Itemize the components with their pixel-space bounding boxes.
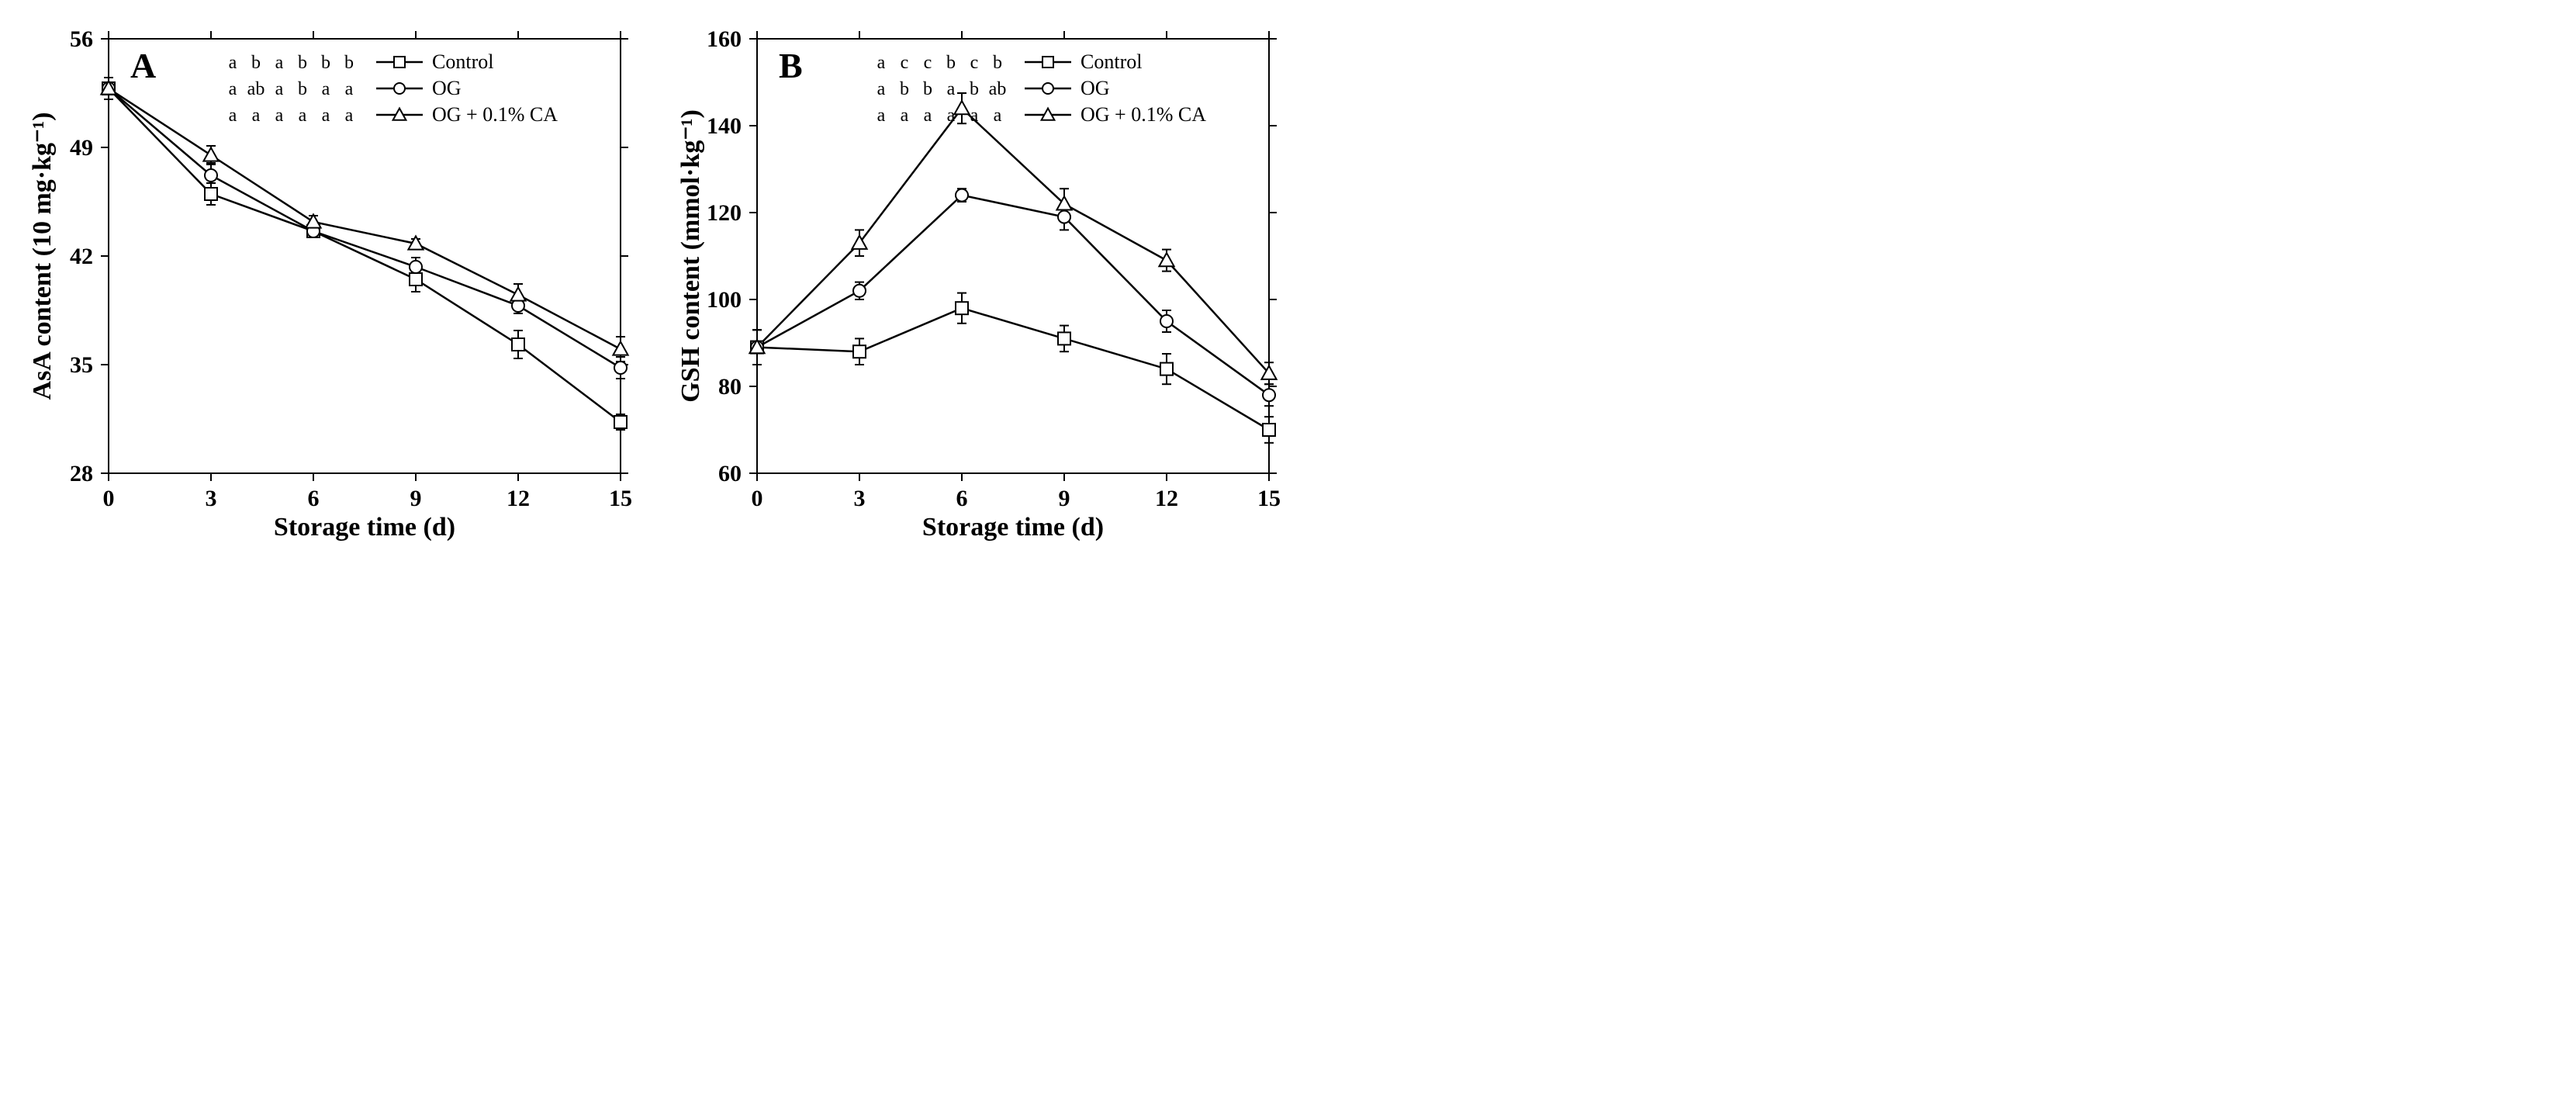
svg-text:a: a xyxy=(877,53,886,73)
svg-text:b: b xyxy=(321,53,330,73)
svg-text:Storage time (d): Storage time (d) xyxy=(274,513,455,542)
svg-text:3: 3 xyxy=(206,486,217,511)
svg-text:15: 15 xyxy=(1257,486,1281,511)
svg-text:9: 9 xyxy=(1059,486,1070,511)
svg-text:15: 15 xyxy=(609,486,632,511)
svg-text:b: b xyxy=(946,53,956,73)
svg-text:a: a xyxy=(229,79,237,99)
svg-text:A: A xyxy=(130,46,156,85)
svg-text:Storage time (d): Storage time (d) xyxy=(922,513,1104,542)
svg-text:OG + 0.1% CA: OG + 0.1% CA xyxy=(1081,103,1206,126)
svg-text:9: 9 xyxy=(410,486,422,511)
svg-text:a: a xyxy=(229,53,237,73)
svg-text:b: b xyxy=(298,79,307,99)
svg-text:a: a xyxy=(970,106,979,126)
svg-text:Control: Control xyxy=(432,50,493,73)
svg-text:c: c xyxy=(970,53,979,73)
svg-text:160: 160 xyxy=(707,26,742,52)
svg-text:a: a xyxy=(275,53,284,73)
svg-text:B: B xyxy=(779,46,803,85)
svg-text:80: 80 xyxy=(718,374,742,400)
svg-text:OG: OG xyxy=(1081,77,1110,99)
panel-A: 0 3 6 9 12 15 28 35 42 49 56 Storage time (d) AsA co… xyxy=(23,16,644,559)
svg-text:42: 42 xyxy=(70,244,93,269)
svg-text:140: 140 xyxy=(707,113,742,139)
panel-B: 0 3 6 9 12 15 60 80 100 120 140 160 Storage time (d)… xyxy=(672,16,1292,559)
svg-text:a: a xyxy=(901,106,909,126)
svg-text:OG + 0.1% CA: OG + 0.1% CA xyxy=(432,103,558,126)
svg-text:a: a xyxy=(322,106,330,126)
svg-text:100: 100 xyxy=(707,287,742,313)
figure-wrap: 0 3 6 9 12 15 28 35 42 49 56 Storage time (d) AsA co… xyxy=(0,0,2576,574)
svg-text:a: a xyxy=(924,106,932,126)
svg-text:OG: OG xyxy=(432,77,462,99)
svg-text:a: a xyxy=(275,79,284,99)
svg-text:b: b xyxy=(970,79,979,99)
svg-text:a: a xyxy=(345,79,354,99)
svg-text:a: a xyxy=(299,106,307,126)
svg-text:a: a xyxy=(345,106,354,126)
svg-text:120: 120 xyxy=(707,200,742,226)
svg-text:3: 3 xyxy=(854,486,866,511)
svg-text:a: a xyxy=(275,106,284,126)
svg-text:b: b xyxy=(923,79,932,99)
chart-A: 0 3 6 9 12 15 28 35 42 49 56 Storage time (d) AsA co… xyxy=(23,16,644,559)
svg-text:c: c xyxy=(901,53,909,73)
svg-text:35: 35 xyxy=(70,352,93,378)
svg-text:a: a xyxy=(994,106,1002,126)
svg-text:b: b xyxy=(900,79,909,99)
svg-text:AsA content (10 mg·kg⁻¹): AsA content (10 mg·kg⁻¹) xyxy=(28,112,57,400)
svg-text:60: 60 xyxy=(718,461,742,486)
svg-text:b: b xyxy=(993,53,1002,73)
svg-text:a: a xyxy=(947,106,956,126)
svg-text:b: b xyxy=(298,53,307,73)
svg-text:0: 0 xyxy=(103,486,115,511)
svg-text:b: b xyxy=(251,53,261,73)
svg-text:b: b xyxy=(344,53,354,73)
svg-text:a: a xyxy=(322,79,330,99)
svg-text:ab: ab xyxy=(247,79,265,99)
svg-text:a: a xyxy=(947,79,956,99)
svg-text:49: 49 xyxy=(70,135,93,161)
svg-text:28: 28 xyxy=(70,461,93,486)
svg-text:Control: Control xyxy=(1081,50,1142,73)
svg-text:56: 56 xyxy=(70,26,93,52)
svg-text:ab: ab xyxy=(989,79,1007,99)
svg-text:6: 6 xyxy=(956,486,968,511)
svg-text:a: a xyxy=(877,79,886,99)
svg-text:a: a xyxy=(877,106,886,126)
svg-text:0: 0 xyxy=(752,486,763,511)
svg-text:GSH content (mmol·kg⁻¹): GSH content (mmol·kg⁻¹) xyxy=(676,109,705,403)
svg-text:a: a xyxy=(252,106,261,126)
svg-text:12: 12 xyxy=(507,486,530,511)
svg-text:a: a xyxy=(229,106,237,126)
svg-text:c: c xyxy=(924,53,932,73)
chart-B: 0 3 6 9 12 15 60 80 100 120 140 160 Storage time (d)… xyxy=(672,16,1292,559)
svg-text:6: 6 xyxy=(308,486,320,511)
svg-text:12: 12 xyxy=(1155,486,1178,511)
